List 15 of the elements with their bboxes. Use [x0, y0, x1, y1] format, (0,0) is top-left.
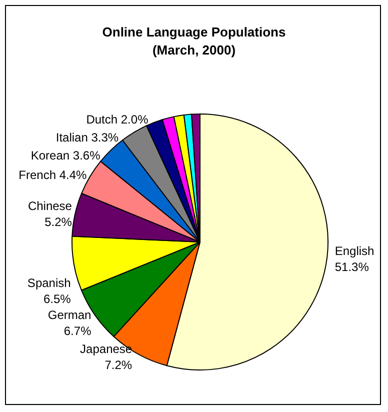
data-label: 7.2% [104, 358, 132, 372]
slice-label: Japanese [80, 342, 132, 356]
slice-label: French 4.4% [18, 168, 88, 182]
slice-label: German [48, 308, 92, 322]
slice-label: Spanish [27, 276, 71, 290]
slice-label: Italian 3.3% [56, 130, 119, 145]
slice-label: English [334, 244, 374, 258]
chart-title: Online Language Populations (March, 2000) [102, 24, 286, 58]
data-label: 6.7% [64, 324, 92, 338]
data-label: 51.3% [334, 260, 370, 274]
slice-label: Korean 3.6% [30, 148, 101, 163]
slice-label: Dutch 2.0% [86, 112, 149, 127]
data-label: 5.2% [44, 214, 72, 229]
slice-label: Chinese [28, 198, 72, 213]
data-label: 6.5% [43, 292, 72, 306]
